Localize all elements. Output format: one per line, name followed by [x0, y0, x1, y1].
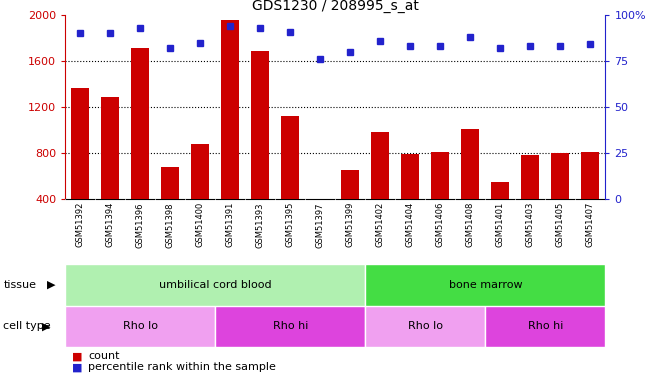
- Text: cell type: cell type: [3, 321, 51, 331]
- Bar: [215, 306, 365, 347]
- Text: Rho hi: Rho hi: [528, 321, 563, 331]
- Bar: [365, 264, 605, 306]
- Bar: [281, 116, 299, 199]
- Text: GSM51402: GSM51402: [376, 202, 385, 247]
- Bar: [371, 132, 389, 199]
- Text: GSM51407: GSM51407: [586, 202, 595, 248]
- Bar: [71, 88, 89, 199]
- Text: ▶: ▶: [47, 280, 55, 290]
- Bar: [341, 170, 359, 199]
- Text: GSM51405: GSM51405: [556, 202, 565, 247]
- Bar: [551, 153, 570, 199]
- Text: GSM51398: GSM51398: [165, 202, 174, 248]
- Bar: [521, 155, 540, 199]
- Text: tissue: tissue: [3, 280, 36, 290]
- Text: GSM51403: GSM51403: [526, 202, 535, 248]
- Bar: [101, 96, 119, 199]
- Bar: [221, 20, 239, 199]
- Bar: [65, 306, 215, 347]
- Text: GSM51391: GSM51391: [226, 202, 235, 248]
- Text: GSM51400: GSM51400: [196, 202, 204, 247]
- Text: GSM51397: GSM51397: [316, 202, 325, 248]
- Text: GSM51404: GSM51404: [406, 202, 415, 247]
- Bar: [432, 152, 449, 199]
- Bar: [161, 166, 179, 199]
- Text: GSM51396: GSM51396: [135, 202, 145, 248]
- Bar: [486, 306, 605, 347]
- Text: Rho lo: Rho lo: [408, 321, 443, 331]
- Text: umbilical cord blood: umbilical cord blood: [159, 280, 271, 290]
- Text: GSM51401: GSM51401: [496, 202, 505, 247]
- Bar: [462, 129, 479, 199]
- Text: Rho lo: Rho lo: [122, 321, 158, 331]
- Bar: [401, 154, 419, 199]
- Text: GSM51393: GSM51393: [256, 202, 265, 248]
- Text: GSM51408: GSM51408: [466, 202, 475, 248]
- Text: ■: ■: [72, 351, 82, 361]
- Bar: [251, 51, 270, 199]
- Text: GSM51395: GSM51395: [286, 202, 295, 248]
- Text: bone marrow: bone marrow: [449, 280, 522, 290]
- Bar: [492, 182, 509, 199]
- Text: GSM51399: GSM51399: [346, 202, 355, 248]
- Text: count: count: [88, 351, 119, 361]
- Bar: [131, 48, 149, 199]
- Text: GSM51406: GSM51406: [436, 202, 445, 248]
- Text: GSM51392: GSM51392: [76, 202, 85, 248]
- Bar: [65, 264, 365, 306]
- Text: percentile rank within the sample: percentile rank within the sample: [88, 363, 276, 372]
- Title: GDS1230 / 208995_s_at: GDS1230 / 208995_s_at: [252, 0, 419, 13]
- Bar: [365, 306, 486, 347]
- Text: ▶: ▶: [42, 321, 51, 331]
- Text: GSM51394: GSM51394: [105, 202, 115, 248]
- Bar: [581, 152, 600, 199]
- Bar: [311, 199, 329, 203]
- Text: Rho hi: Rho hi: [273, 321, 308, 331]
- Bar: [191, 144, 209, 199]
- Text: ■: ■: [72, 363, 82, 372]
